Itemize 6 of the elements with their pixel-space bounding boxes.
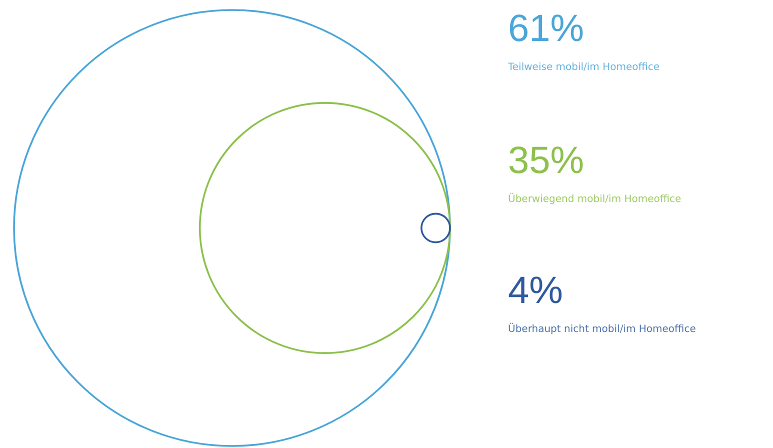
- category-label: Teilweise mobil/im Homeoffice: [508, 62, 660, 73]
- data-label: 61%: [508, 8, 586, 50]
- data-label: 4%: [508, 270, 564, 312]
- category-label: Überhaupt nicht mobil/im Homeoffice: [508, 324, 696, 335]
- data-label: 35%: [508, 140, 586, 182]
- category-label: Überwiegend mobil/im Homeoffice: [508, 194, 682, 205]
